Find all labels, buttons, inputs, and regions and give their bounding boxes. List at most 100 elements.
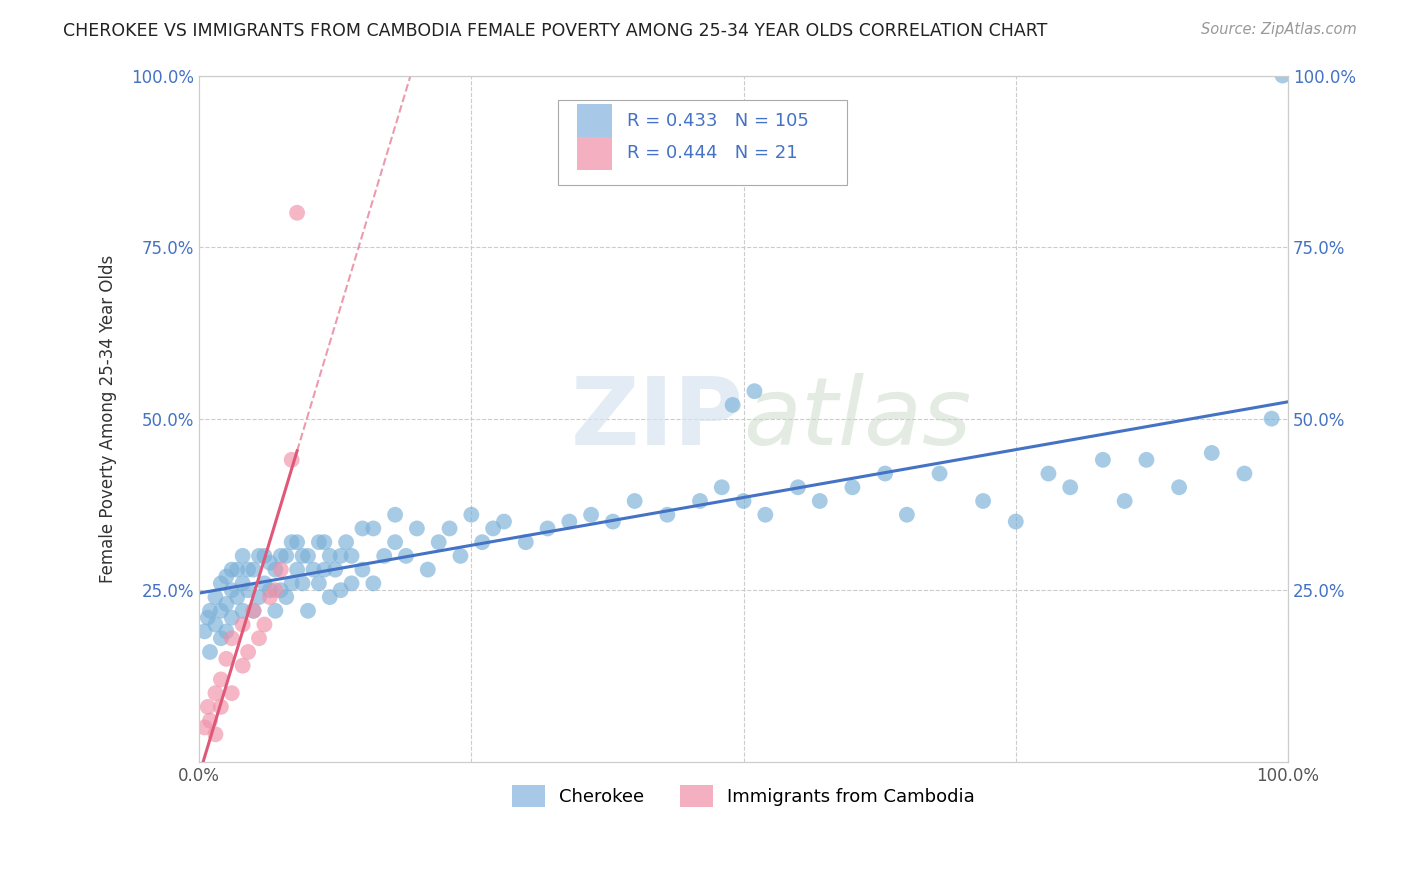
Point	[253, 549, 276, 563]
Point	[335, 535, 357, 549]
Point	[536, 521, 558, 535]
Point	[221, 632, 243, 646]
Point	[204, 590, 226, 604]
Point	[928, 467, 950, 481]
Point	[291, 576, 314, 591]
Point	[329, 549, 352, 563]
Point	[193, 624, 215, 639]
Point	[875, 467, 897, 481]
Point	[264, 563, 287, 577]
Point	[314, 563, 336, 577]
Point	[363, 521, 385, 535]
Point	[209, 699, 232, 714]
Point	[363, 576, 385, 591]
Point	[416, 563, 439, 577]
Point	[352, 521, 374, 535]
Point	[215, 652, 238, 666]
Point	[733, 494, 755, 508]
Point	[247, 549, 270, 563]
Point	[1233, 467, 1256, 481]
Point	[259, 583, 281, 598]
Point	[319, 590, 342, 604]
Text: CHEROKEE VS IMMIGRANTS FROM CAMBODIA FEMALE POVERTY AMONG 25-34 YEAR OLDS CORREL: CHEROKEE VS IMMIGRANTS FROM CAMBODIA FEM…	[63, 22, 1047, 40]
Point	[247, 632, 270, 646]
Point	[280, 576, 302, 591]
FancyBboxPatch shape	[576, 104, 612, 137]
Point	[744, 384, 766, 399]
Point	[427, 535, 450, 549]
Point	[896, 508, 918, 522]
Point	[1168, 480, 1191, 494]
Point	[297, 604, 319, 618]
Point	[340, 576, 363, 591]
Point	[623, 494, 645, 508]
Point	[242, 563, 264, 577]
Point	[264, 583, 287, 598]
Point	[1038, 467, 1060, 481]
Point	[198, 714, 221, 728]
Point	[319, 549, 342, 563]
Point	[270, 583, 292, 598]
Point	[221, 583, 243, 598]
Point	[221, 610, 243, 624]
Point	[297, 549, 319, 563]
Text: R = 0.433   N = 105: R = 0.433 N = 105	[627, 112, 808, 130]
Point	[236, 645, 259, 659]
Point	[280, 452, 302, 467]
Point	[558, 515, 581, 529]
Point	[280, 535, 302, 549]
Point	[215, 597, 238, 611]
Point	[471, 535, 494, 549]
Text: atlas: atlas	[744, 373, 972, 464]
Point	[515, 535, 537, 549]
Point	[384, 535, 406, 549]
Point	[1201, 446, 1223, 460]
FancyBboxPatch shape	[576, 136, 612, 169]
Point	[406, 521, 429, 535]
Point	[657, 508, 679, 522]
Point	[197, 699, 219, 714]
Point	[710, 480, 733, 494]
Point	[972, 494, 994, 508]
Point	[276, 549, 298, 563]
Point	[1260, 411, 1282, 425]
Point	[270, 563, 292, 577]
Point	[221, 563, 243, 577]
Point	[232, 604, 254, 618]
Point	[482, 521, 505, 535]
Point	[314, 535, 336, 549]
Point	[787, 480, 810, 494]
Point	[209, 576, 232, 591]
Point	[352, 563, 374, 577]
Point	[198, 604, 221, 618]
Point	[721, 398, 744, 412]
Point	[1004, 515, 1026, 529]
Point	[308, 576, 330, 591]
Point	[492, 515, 515, 529]
Point	[1271, 69, 1294, 83]
Point	[808, 494, 831, 508]
Point	[302, 563, 325, 577]
Text: R = 0.444   N = 21: R = 0.444 N = 21	[627, 145, 797, 162]
Point	[285, 206, 308, 220]
Point	[264, 604, 287, 618]
FancyBboxPatch shape	[558, 100, 846, 186]
Point	[291, 549, 314, 563]
Point	[395, 549, 418, 563]
Point	[215, 624, 238, 639]
Point	[340, 549, 363, 563]
Point	[373, 549, 395, 563]
Point	[209, 632, 232, 646]
Point	[689, 494, 711, 508]
Point	[247, 590, 270, 604]
Point	[460, 508, 482, 522]
Point	[209, 604, 232, 618]
Point	[384, 508, 406, 522]
Point	[204, 727, 226, 741]
Point	[204, 686, 226, 700]
Point	[1091, 452, 1114, 467]
Point	[253, 617, 276, 632]
Point	[329, 583, 352, 598]
Point	[259, 590, 281, 604]
Point	[197, 610, 219, 624]
